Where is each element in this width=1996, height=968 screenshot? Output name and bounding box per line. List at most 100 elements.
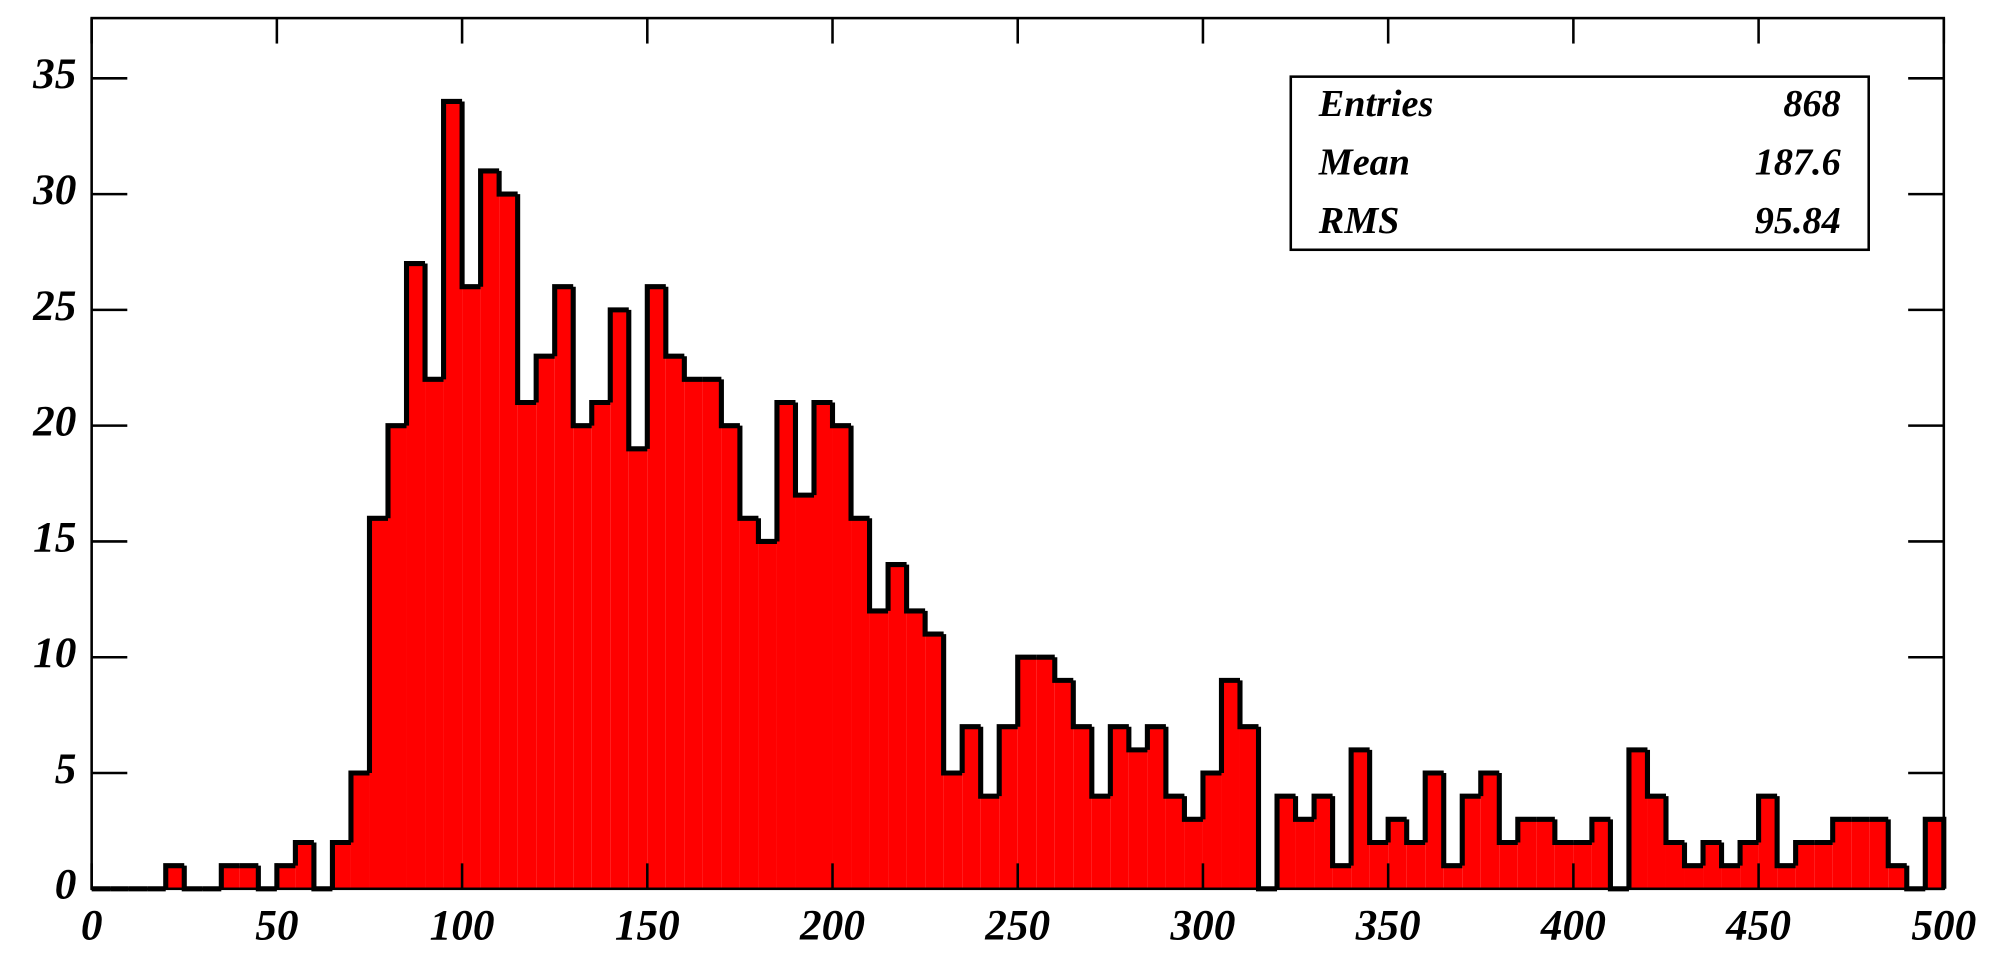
bar xyxy=(517,402,537,889)
bar-outline xyxy=(1830,816,1852,843)
bar xyxy=(1110,726,1129,889)
bar xyxy=(1777,865,1796,889)
bar xyxy=(1369,842,1389,889)
bar-outline xyxy=(1681,842,1704,869)
bar-outline xyxy=(1367,749,1389,846)
bar-outline xyxy=(1293,796,1315,822)
bar xyxy=(1480,773,1500,889)
bar-outline xyxy=(1200,770,1222,820)
bar-outline xyxy=(829,402,852,429)
bar-outline xyxy=(1719,842,1741,869)
bar-outline xyxy=(478,168,500,287)
bar xyxy=(1202,773,1222,889)
bar-outline xyxy=(1089,726,1111,799)
bar xyxy=(1425,773,1444,889)
bar-outline xyxy=(533,353,555,403)
bar-outline xyxy=(922,610,944,637)
bar xyxy=(1665,842,1685,889)
bar xyxy=(1295,819,1315,889)
bar-outline xyxy=(996,724,1018,797)
bar xyxy=(628,448,648,889)
bar-outline xyxy=(552,284,574,357)
x-tick-label: 50 xyxy=(255,901,298,949)
bar-outline xyxy=(867,518,889,614)
y-tick-label: 5 xyxy=(55,745,77,793)
y-tick-label: 10 xyxy=(33,629,76,677)
bar xyxy=(980,796,1000,889)
bar xyxy=(1554,842,1574,889)
bar-outline xyxy=(1552,819,1574,846)
bar-outline xyxy=(792,402,814,498)
bar-outline xyxy=(1237,680,1259,730)
bar-outline xyxy=(885,562,907,611)
bar xyxy=(943,773,963,889)
bar-outline xyxy=(1126,726,1148,753)
bar-outline xyxy=(755,518,777,544)
bar xyxy=(1851,819,1870,889)
bar-outline xyxy=(1459,793,1481,866)
bar xyxy=(1036,657,1055,889)
bar-outline xyxy=(1052,657,1074,683)
bar xyxy=(1277,796,1296,889)
stats-value: 95.84 xyxy=(1755,200,1841,242)
bar-outline xyxy=(1163,726,1185,799)
bar xyxy=(1888,865,1907,889)
stats-label: Entries xyxy=(1318,83,1434,125)
stats-box xyxy=(1289,75,1870,252)
bar-outline xyxy=(811,399,833,496)
bar-outline xyxy=(1218,677,1240,774)
bar-outline xyxy=(978,726,1000,799)
bar-outline xyxy=(1330,796,1352,869)
bar-outline xyxy=(959,724,981,774)
bar xyxy=(888,564,907,889)
bar xyxy=(1406,842,1426,889)
bar-outline xyxy=(1644,749,1666,799)
x-tick-label: 200 xyxy=(799,901,865,949)
bar-outline xyxy=(663,286,685,359)
bar xyxy=(1147,726,1166,889)
bar-outline xyxy=(737,425,759,521)
bar-outline xyxy=(292,839,314,866)
bar xyxy=(480,170,500,889)
bar xyxy=(758,541,777,889)
bar xyxy=(1591,819,1611,889)
bar xyxy=(1165,796,1185,889)
bar xyxy=(906,610,926,889)
x-tick-label: 500 xyxy=(1911,901,1976,949)
bar-outline xyxy=(774,399,796,542)
stats-value: 868 xyxy=(1783,83,1840,125)
bar xyxy=(684,379,703,889)
bar-outline xyxy=(515,194,537,406)
bar xyxy=(1091,796,1111,889)
x-tick-label: 450 xyxy=(1725,901,1791,949)
x-tick-label: 150 xyxy=(615,901,680,949)
y-tick-label: 30 xyxy=(32,166,76,214)
bar xyxy=(1221,680,1240,889)
bar xyxy=(1462,796,1481,889)
x-tick-label: 0 xyxy=(81,901,103,949)
stats-value: 187.6 xyxy=(1755,142,1842,184)
bar-outline xyxy=(1737,839,1759,866)
bar xyxy=(1332,865,1352,889)
bar xyxy=(1647,796,1666,889)
bar xyxy=(851,518,870,889)
bar xyxy=(665,356,685,889)
bar-outline xyxy=(218,863,240,889)
bar xyxy=(1925,819,1944,889)
bar xyxy=(499,194,518,889)
bar-outline xyxy=(1793,839,1815,866)
bar-outline xyxy=(163,863,185,889)
bar xyxy=(443,101,463,889)
bar xyxy=(295,842,314,889)
bar xyxy=(276,865,296,889)
bar-outline xyxy=(644,284,666,449)
bar xyxy=(591,402,611,889)
bar xyxy=(1703,842,1722,889)
bar xyxy=(1128,749,1148,889)
bar xyxy=(462,286,481,889)
x-tick-label: 300 xyxy=(1169,901,1235,949)
x-tick-label: 100 xyxy=(430,901,495,949)
bar xyxy=(573,425,592,889)
bar xyxy=(369,518,388,889)
